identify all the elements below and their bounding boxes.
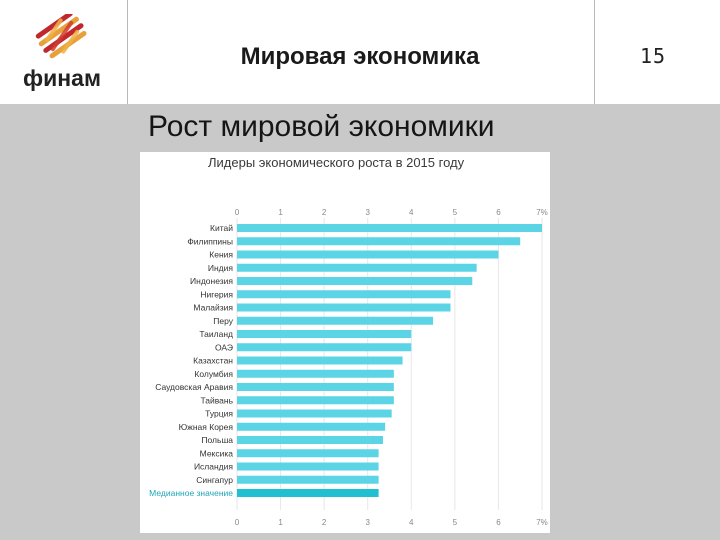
tick-label-bottom: 6 [496, 518, 501, 527]
bar [237, 277, 473, 285]
category-label: Польша [201, 435, 233, 445]
category-label: Южная Корея [179, 422, 234, 432]
bar [237, 369, 394, 378]
bar [237, 396, 394, 405]
tick-label-top: 7% [536, 208, 548, 217]
tick-label-bottom: 1 [278, 518, 283, 527]
bar [237, 462, 379, 471]
tick-label-top: 5 [453, 208, 458, 217]
tick-label-bottom: 3 [365, 518, 370, 527]
slide-title: Мировая экономика [240, 43, 480, 70]
bar [237, 475, 379, 484]
bar [237, 263, 477, 272]
tick-label-top: 0 [235, 208, 240, 217]
bar [237, 449, 379, 458]
tick-label-top: 6 [496, 208, 501, 217]
tick-label-bottom: 2 [322, 518, 327, 527]
slide-header: финам Мировая экономика 15 [0, 0, 720, 104]
bar [237, 250, 499, 259]
tick-label-bottom: 0 [235, 518, 240, 527]
category-label: Саудовская Аравия [155, 382, 233, 392]
tick-label-bottom: 5 [453, 518, 458, 527]
category-label: Кения [209, 250, 233, 260]
tick-label-top: 2 [322, 208, 327, 217]
category-label: Нигерия [200, 289, 233, 299]
median-bar [237, 489, 379, 497]
bar [237, 343, 412, 352]
header-divider-left [127, 0, 128, 104]
category-label: Индонезия [190, 276, 233, 286]
category-label: Таиланд [199, 329, 233, 339]
header-divider-right [594, 0, 595, 104]
category-label: Исландия [194, 462, 233, 472]
bar [237, 224, 542, 232]
tick-label-bottom: 4 [409, 518, 414, 527]
bar [237, 422, 386, 431]
category-label: Индия [208, 263, 234, 273]
category-label: ОАЭ [215, 342, 233, 352]
tick-label-top: 1 [278, 208, 283, 217]
finam-logo: финам [23, 14, 101, 91]
bar [237, 383, 394, 391]
logo-text: финам [23, 65, 101, 91]
category-label: Китай [210, 223, 233, 233]
bar [237, 237, 521, 246]
bar [237, 330, 412, 338]
bar [237, 303, 451, 312]
page-number: 15 [640, 44, 667, 68]
bar [237, 316, 434, 325]
tick-label-bottom: 7% [536, 518, 548, 527]
category-label: Турция [205, 409, 233, 419]
bar [237, 356, 403, 365]
category-label: Малайзия [193, 303, 233, 313]
category-label: Казахстан [193, 356, 233, 366]
bar [237, 409, 392, 418]
bar [237, 436, 383, 444]
bar [237, 290, 451, 299]
category-label: Мексика [200, 448, 234, 458]
category-label: Колумбия [194, 369, 233, 379]
category-label: Медианное значение [149, 488, 233, 498]
category-label: Филиппины [187, 236, 233, 246]
category-label: Тайвань [200, 395, 233, 405]
category-label: Сингапур [196, 475, 233, 485]
tick-label-top: 4 [409, 208, 414, 217]
tick-label-top: 3 [365, 208, 370, 217]
category-label: Перу [213, 316, 233, 326]
chart-title: Лидеры экономического роста в 2015 году [208, 155, 465, 170]
bar-chart: Лидеры экономического роста в 2015 году 0… [149, 155, 548, 527]
chart-panel: Лидеры экономического роста в 2015 году 0… [140, 152, 550, 533]
slide-subtitle: Рост мировой экономики [148, 110, 495, 143]
